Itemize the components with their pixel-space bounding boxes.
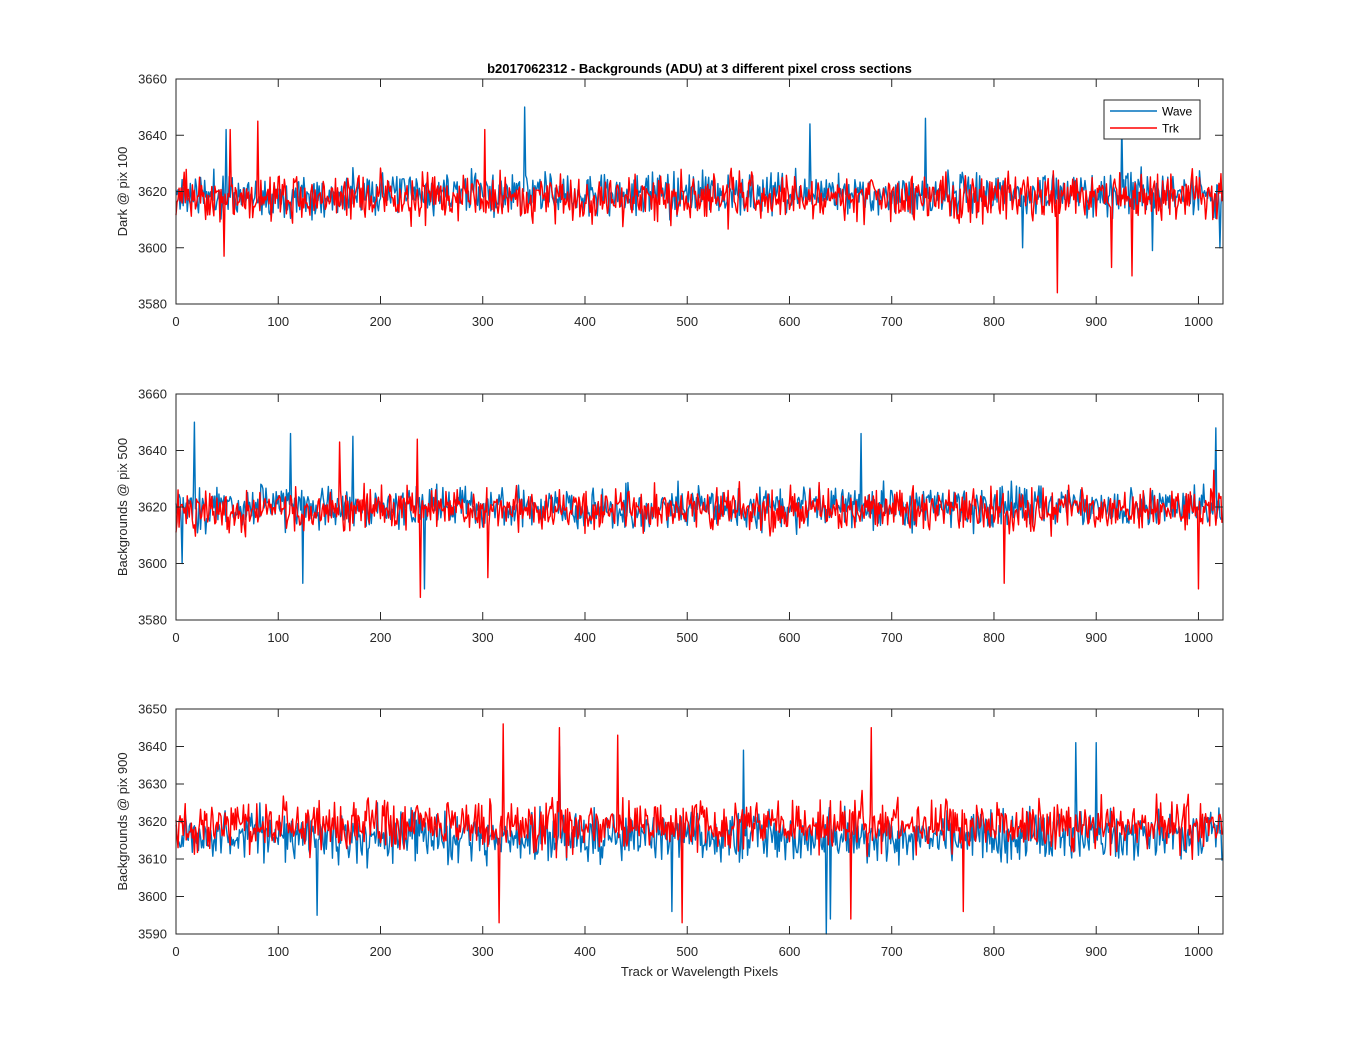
y-tick-label: 3590 [138, 927, 167, 942]
chart-panel-dark-pix-100: 0 100 200 300 400 500 600 700 800 900 1000 3580 3600… [115, 61, 1224, 329]
y-tick-label: 3600 [138, 889, 167, 904]
legend: Wave Trk [1103, 99, 1201, 140]
series-line-trk [175, 723, 1223, 924]
series-line-wave [175, 106, 1223, 252]
legend-box [1103, 99, 1201, 140]
y-tick-label: 3640 [138, 443, 167, 458]
y-tick-label: 3620 [138, 814, 167, 829]
x-tick-label: 700 [881, 630, 903, 645]
x-tick-label: 600 [779, 630, 801, 645]
x-tick-label: 800 [983, 944, 1005, 959]
x-tick-label: 900 [1085, 314, 1107, 329]
series-line-trk [175, 120, 1223, 294]
y-tick-label: 3630 [138, 777, 167, 792]
y-tick-label: 3580 [138, 613, 167, 628]
x-tick-label: 500 [676, 944, 698, 959]
x-tick-label: 800 [983, 314, 1005, 329]
y-tick-label: 3660 [138, 387, 167, 402]
x-tick-label: 300 [472, 630, 494, 645]
x-tick-label: 800 [983, 630, 1005, 645]
x-tick-label: 200 [370, 314, 392, 329]
x-tick-label: 200 [370, 944, 392, 959]
x-tick-label: 1000 [1184, 314, 1213, 329]
y-axis-label: Dark @ pix 100 [115, 147, 130, 237]
legend-label-trk: Trk [1162, 122, 1180, 136]
x-tick-label: 900 [1085, 944, 1107, 959]
y-tick-label: 3600 [138, 556, 167, 571]
x-tick-label: 300 [472, 314, 494, 329]
y-tick-label: 3610 [138, 852, 167, 867]
x-tick-label: 500 [676, 314, 698, 329]
y-axis-label: Backgrounds @ pix 900 [115, 752, 130, 890]
x-tick-label: 200 [370, 630, 392, 645]
x-tick-label: 0 [172, 630, 179, 645]
legend-label-wave: Wave [1162, 105, 1193, 119]
y-tick-label: 3660 [138, 72, 167, 87]
x-tick-label: 100 [267, 314, 289, 329]
x-tick-label: 400 [574, 944, 596, 959]
y-tick-label: 3650 [138, 702, 167, 717]
chart-panel-backgrounds-pix-500: 0 100 200 300 400 500 600 700 800 900 1000 3580 3600… [115, 387, 1224, 645]
x-tick-label: 900 [1085, 630, 1107, 645]
chart-title: b2017062312 - Backgrounds (ADU) at 3 dif… [487, 61, 912, 76]
x-axis-label: Track or Wavelength Pixels [621, 964, 779, 979]
x-tick-label: 400 [574, 314, 596, 329]
x-tick-label: 300 [472, 944, 494, 959]
x-tick-label: 100 [267, 944, 289, 959]
x-tick-label: 100 [267, 630, 289, 645]
x-tick-label: 1000 [1184, 630, 1213, 645]
x-tick-label: 600 [779, 944, 801, 959]
x-tick-label: 600 [779, 314, 801, 329]
y-axis-label: Backgrounds @ pix 500 [115, 438, 130, 576]
x-tick-label: 0 [172, 944, 179, 959]
x-tick-label: 0 [172, 314, 179, 329]
y-tick-label: 3580 [138, 297, 167, 312]
y-tick-label: 3640 [138, 739, 167, 754]
chart-panel-backgrounds-pix-900: 0 100 200 300 400 500 600 700 800 900 1000 3590 3600… [115, 702, 1224, 979]
x-tick-label: 400 [574, 630, 596, 645]
y-tick-label: 3640 [138, 128, 167, 143]
y-tick-label: 3620 [138, 184, 167, 199]
y-tick-label: 3600 [138, 240, 167, 255]
x-tick-label: 500 [676, 630, 698, 645]
x-tick-label: 1000 [1184, 944, 1213, 959]
x-tick-label: 700 [881, 314, 903, 329]
y-tick-label: 3620 [138, 500, 167, 515]
x-tick-label: 700 [881, 944, 903, 959]
series-line-trk [175, 438, 1223, 599]
